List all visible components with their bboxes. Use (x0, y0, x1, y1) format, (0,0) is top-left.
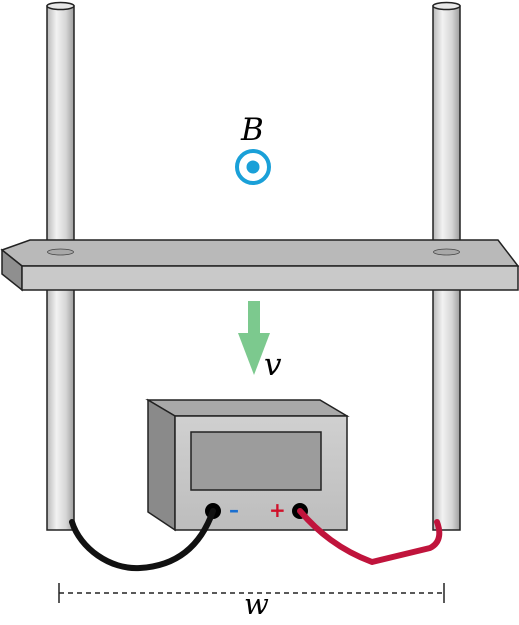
minus-sign: – (229, 498, 239, 522)
velocity-label: v (264, 347, 282, 383)
voltmeter: – + (145, 398, 350, 532)
width-label: w (244, 587, 269, 621)
dot-in-circle-out-of-page-icon (235, 149, 271, 185)
width-dimension (58, 583, 445, 603)
positive-lead-wire (297, 508, 443, 565)
plus-sign: + (269, 498, 286, 522)
negative-lead-wire (69, 508, 216, 572)
down-arrow-icon (238, 301, 270, 375)
magnetic-field-label: B (240, 112, 264, 148)
sliding-bar (0, 239, 519, 292)
meter-display (190, 431, 322, 491)
